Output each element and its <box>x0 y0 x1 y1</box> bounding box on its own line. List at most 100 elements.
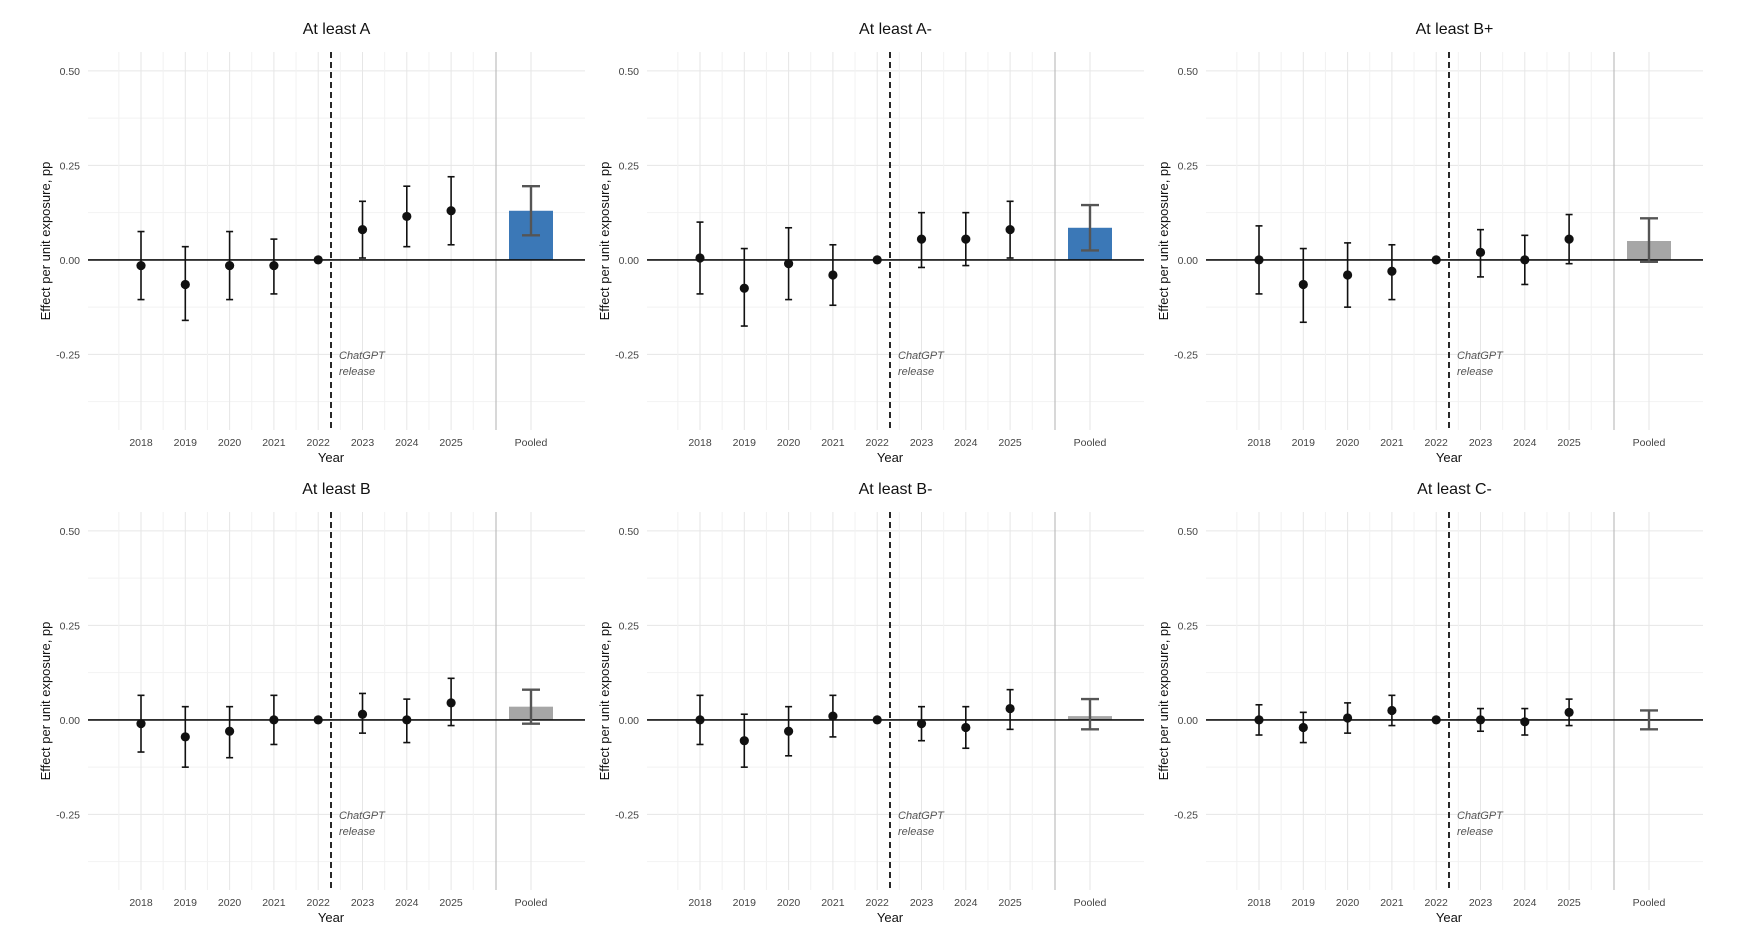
x-tick-label: 2022 <box>1425 437 1449 449</box>
x-tick-label-pooled: Pooled <box>1074 897 1107 909</box>
x-tick-label: 2021 <box>821 897 845 909</box>
x-tick-label: 2025 <box>998 897 1022 909</box>
point-estimate <box>828 270 838 280</box>
y-axis-label: Effect per unit exposure, pp <box>1156 622 1171 781</box>
y-axis-label: Effect per unit exposure, pp <box>38 622 53 781</box>
point-estimate <box>1343 713 1353 723</box>
x-tick-label: 2020 <box>777 437 801 449</box>
release-annotation: release <box>339 826 375 838</box>
panel-title: At least B- <box>859 481 933 498</box>
point-estimate <box>784 259 794 269</box>
point-estimate <box>1387 266 1397 276</box>
point-estimate <box>872 715 882 725</box>
x-tick-label: 2019 <box>733 437 757 449</box>
x-tick-label: 2018 <box>129 437 153 449</box>
point-estimate <box>916 719 927 729</box>
x-tick-label: 2025 <box>439 897 463 909</box>
x-tick-label: 2018 <box>688 437 712 449</box>
point-estimate <box>1520 717 1530 727</box>
x-tick-label: 2021 <box>1380 897 1404 909</box>
y-tick-label: 0.00 <box>619 255 640 267</box>
point-estimate <box>357 225 368 235</box>
x-tick-label: 2023 <box>1469 897 1493 909</box>
x-tick-label: 2023 <box>910 437 934 449</box>
point-estimate <box>1005 703 1015 714</box>
y-axis-label: Effect per unit exposure, pp <box>597 622 612 781</box>
y-tick-label: -0.25 <box>1174 349 1198 361</box>
x-tick-label: 2024 <box>954 437 978 449</box>
point-estimate <box>1431 715 1441 725</box>
panel-2: At least A- 0.50 0.25 0.00 -0.25 Effect per u… <box>597 21 1144 465</box>
y-tick-label: 0.50 <box>1178 526 1199 538</box>
x-axis-label: Year <box>318 910 345 925</box>
point-estimate <box>1005 225 1015 235</box>
panel-title: At least A- <box>859 21 932 38</box>
y-tick-label: 0.25 <box>1178 620 1199 632</box>
release-annotation: ChatGPT <box>898 810 945 822</box>
x-tick-label: 2024 <box>1513 897 1537 909</box>
x-axis-label: Year <box>877 450 904 465</box>
panel-4: At least B 0.50 0.25 0.00 -0.25 Effect per un… <box>38 481 585 925</box>
point-estimate <box>225 726 235 736</box>
x-tick-label: 2023 <box>910 897 934 909</box>
release-annotation: ChatGPT <box>1457 350 1504 362</box>
y-axis-label: Effect per unit exposure, pp <box>38 162 53 321</box>
point-estimate <box>180 279 190 290</box>
point-estimate <box>225 260 235 271</box>
release-annotation: release <box>1457 366 1493 378</box>
y-axis-label: Effect per unit exposure, pp <box>597 162 612 321</box>
x-tick-label: 2024 <box>395 897 419 909</box>
y-tick-label: -0.25 <box>615 349 639 361</box>
y-tick-label: -0.25 <box>56 809 80 821</box>
point-estimate <box>357 709 368 719</box>
point-estimate <box>269 715 279 725</box>
x-tick-label: 2020 <box>218 897 242 909</box>
point-estimate <box>1564 234 1574 244</box>
x-axis-label: Year <box>318 450 345 465</box>
x-tick-label: 2024 <box>954 897 978 909</box>
y-tick-label: 0.00 <box>1178 715 1199 727</box>
point-estimate <box>1387 705 1397 716</box>
x-tick-label: 2025 <box>439 437 463 449</box>
y-tick-label: 0.25 <box>619 160 640 172</box>
y-tick-label: -0.25 <box>1174 809 1198 821</box>
release-annotation: ChatGPT <box>339 350 386 362</box>
release-annotation: ChatGPT <box>1457 810 1504 822</box>
y-tick-label: 0.00 <box>60 255 81 267</box>
point-estimate <box>961 234 971 244</box>
point-estimate <box>402 715 412 725</box>
point-estimate <box>180 732 190 742</box>
x-axis-label: Year <box>1436 450 1463 465</box>
x-tick-label-pooled: Pooled <box>1633 897 1666 909</box>
point-estimate <box>1520 255 1530 265</box>
x-tick-label: 2022 <box>307 437 331 449</box>
panel-title: At least C- <box>1417 481 1492 498</box>
release-annotation: release <box>339 366 375 378</box>
point-estimate <box>1475 247 1486 257</box>
x-tick-label-pooled: Pooled <box>515 437 548 449</box>
x-tick-label: 2022 <box>866 897 890 909</box>
point-estimate <box>313 715 323 725</box>
x-tick-label: 2022 <box>1425 897 1449 909</box>
point-estimate <box>1564 707 1574 717</box>
point-estimate <box>1298 722 1308 733</box>
panel-6: At least C- 0.50 0.25 0.00 -0.25 Effect per u… <box>1156 481 1703 925</box>
panel-3: At least B+ 0.50 0.25 0.00 -0.25 Effect per u… <box>1156 21 1703 465</box>
point-estimate <box>872 255 882 265</box>
point-estimate <box>1298 279 1308 290</box>
x-tick-label: 2022 <box>307 897 331 909</box>
y-axis-label: Effect per unit exposure, pp <box>1156 162 1171 321</box>
x-tick-label: 2024 <box>1513 437 1537 449</box>
point-estimate <box>1475 715 1486 725</box>
point-estimate <box>1254 255 1264 265</box>
point-estimate <box>739 736 749 746</box>
x-tick-label: 2020 <box>1336 437 1360 449</box>
point-estimate <box>961 722 971 733</box>
point-estimate <box>916 234 927 244</box>
y-tick-label: 0.00 <box>1178 255 1199 267</box>
x-tick-label: 2025 <box>998 437 1022 449</box>
y-tick-label: 0.50 <box>619 66 640 78</box>
x-tick-label: 2021 <box>262 437 286 449</box>
y-tick-label: 0.25 <box>60 620 81 632</box>
